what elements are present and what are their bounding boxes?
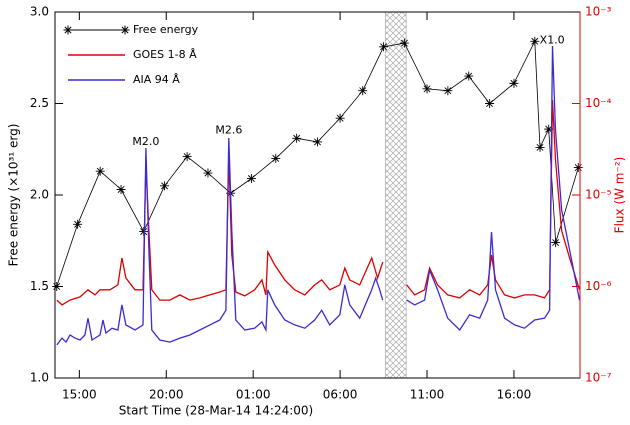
plot-frame <box>54 11 581 379</box>
legend-label: GOES 1-8 Å <box>133 48 197 61</box>
y-tick-label: 3.0 <box>30 5 49 19</box>
annotation: M2.6 <box>215 123 242 136</box>
y2-tick-label: 10⁻⁷ <box>585 371 612 385</box>
marker <box>203 168 213 178</box>
marker <box>485 99 495 108</box>
series-line <box>56 100 581 306</box>
marker <box>379 42 389 52</box>
x-tick-label: 20:00 <box>149 388 184 402</box>
y-tick-label: 2.0 <box>30 188 49 202</box>
marker <box>358 86 368 96</box>
marker <box>443 86 453 96</box>
y-axis-label: Free energy (×10³¹ erg) <box>7 124 21 267</box>
legend-marker <box>120 25 130 35</box>
annotation: M2.0 <box>132 135 159 148</box>
annotation: X1.0 <box>540 33 565 46</box>
marker <box>246 174 256 184</box>
marker <box>160 181 170 191</box>
x-tick-label: 06:00 <box>323 388 358 402</box>
marker <box>335 113 345 123</box>
y-tick-label: 1.5 <box>30 279 49 293</box>
marker <box>271 153 281 163</box>
marker <box>182 152 192 162</box>
x-tick-label: 11:00 <box>410 388 445 402</box>
marker <box>73 219 83 229</box>
legend-label: AIA 94 Å <box>133 73 180 86</box>
y2-tick-label: 10⁻³ <box>585 5 612 19</box>
marker <box>551 238 561 248</box>
y2-axis-label: Flux (W m⁻²) <box>613 157 627 234</box>
x-tick-label: 15:00 <box>62 388 97 402</box>
y2-tick-label: 10⁻⁵ <box>585 188 612 202</box>
marker <box>139 227 149 237</box>
x-tick-label: 01:00 <box>236 388 271 402</box>
legend-marker <box>63 25 73 35</box>
x-tick-label: 16:00 <box>497 388 532 402</box>
y2-tick-label: 10⁻⁴ <box>585 96 612 110</box>
marker <box>313 137 322 147</box>
x-axis-label: Start Time (28-Mar-14 14:24:00) <box>119 404 313 418</box>
marker <box>509 78 519 88</box>
marker <box>544 124 554 134</box>
marker <box>399 38 409 48</box>
marker <box>464 71 474 81</box>
y2-tick-label: 10⁻⁶ <box>585 279 612 293</box>
data-gap-band <box>384 11 407 379</box>
y-tick-label: 2.5 <box>30 96 49 110</box>
marker <box>52 282 62 291</box>
marker <box>292 133 302 143</box>
marker <box>530 36 540 46</box>
legend-label: Free energy <box>133 23 199 36</box>
y-tick-label: 1.0 <box>30 371 49 385</box>
marker <box>535 142 545 152</box>
marker <box>116 185 126 195</box>
marker <box>422 84 432 94</box>
series-line <box>56 45 581 346</box>
marker <box>95 166 105 176</box>
marker <box>573 163 583 173</box>
